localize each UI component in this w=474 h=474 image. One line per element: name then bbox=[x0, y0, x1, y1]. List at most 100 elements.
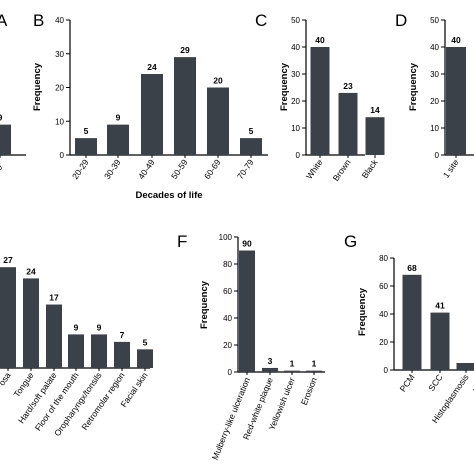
y-tick-label: 40 bbox=[223, 314, 232, 323]
y-axis-title: Frequency bbox=[199, 280, 210, 329]
panel-letter: B bbox=[33, 11, 44, 30]
y-tick-label: 10 bbox=[55, 117, 64, 126]
value-label: 9 bbox=[116, 113, 121, 123]
x-axis-title: Decades of life bbox=[135, 190, 202, 201]
category-label: 1 site bbox=[441, 157, 461, 180]
bar bbox=[207, 87, 229, 155]
bar bbox=[0, 124, 11, 155]
panel-letter: F bbox=[177, 232, 187, 251]
category-label: 40-49 bbox=[136, 157, 157, 181]
y-tick-label: 30 bbox=[430, 70, 439, 79]
bar bbox=[338, 92, 358, 155]
bar bbox=[23, 278, 39, 368]
bar bbox=[68, 334, 84, 368]
value-label: 1 bbox=[312, 359, 317, 369]
panel-c: C 0 10 20 30 40 50 40 White 23 Brown 14 Black Frequen… bbox=[255, 11, 385, 183]
bar bbox=[430, 312, 450, 370]
y-tick-label: 40 bbox=[379, 310, 388, 319]
y-tick-label: 50 bbox=[430, 16, 439, 25]
y-tick-label: 20 bbox=[55, 84, 64, 93]
y-tick-label: 0 bbox=[296, 151, 301, 160]
bar bbox=[310, 47, 330, 155]
value-label: 5 bbox=[143, 337, 148, 347]
bar bbox=[107, 124, 129, 155]
value-label: 1 bbox=[290, 359, 295, 369]
value-label: 14 bbox=[370, 105, 380, 115]
y-tick-label: 40 bbox=[430, 43, 439, 52]
value-label: 29 bbox=[180, 45, 190, 55]
category-label: Tongue bbox=[11, 370, 35, 399]
y-tick-label: 80 bbox=[379, 254, 388, 263]
bar bbox=[306, 370, 322, 372]
bar bbox=[174, 57, 196, 155]
panel-f: F 0 20 40 60 80 100 90 Mulberry-like ulceration 3… bbox=[177, 232, 325, 461]
panel-a: A 9 ale bbox=[0, 11, 26, 177]
y-tick-label: 60 bbox=[379, 282, 388, 291]
y-tick-label: 0 bbox=[384, 366, 389, 375]
y-tick-label: 50 bbox=[291, 16, 300, 25]
panel-letter: A bbox=[0, 11, 8, 30]
bar bbox=[284, 370, 300, 372]
y-axis-title: Frequency bbox=[279, 62, 290, 111]
bar bbox=[141, 74, 163, 155]
category-label: 20-29 bbox=[70, 157, 91, 181]
value-label: 23 bbox=[343, 81, 353, 91]
y-tick-label: 20 bbox=[430, 97, 439, 106]
panel-letter: D bbox=[395, 11, 407, 30]
category-label: Mulberry-like ulceration bbox=[210, 376, 252, 461]
bar bbox=[402, 274, 422, 370]
value-label: 7 bbox=[120, 330, 125, 340]
value-label: 5 bbox=[249, 126, 254, 136]
value-label: 40 bbox=[315, 35, 325, 45]
category-label: Black bbox=[360, 157, 381, 180]
category-label: Brown bbox=[331, 157, 353, 183]
value-label: 90 bbox=[242, 239, 252, 249]
bar bbox=[239, 250, 255, 372]
y-tick-label: 20 bbox=[223, 341, 232, 350]
category-label: 60-69 bbox=[202, 157, 223, 181]
y-tick-label: 0 bbox=[60, 151, 65, 160]
value-label: 9 bbox=[97, 322, 102, 332]
category-label: PCM bbox=[398, 372, 417, 393]
panel-d: D 0 10 20 30 40 50 40 1 site Frequency bbox=[395, 11, 474, 180]
bar bbox=[114, 341, 130, 368]
y-tick-label: 30 bbox=[55, 50, 64, 59]
category-label: 30-39 bbox=[102, 157, 123, 181]
y-tick-label: 10 bbox=[430, 124, 439, 133]
value-label: 24 bbox=[26, 266, 36, 276]
y-tick-label: 10 bbox=[291, 124, 300, 133]
bar bbox=[0, 267, 16, 368]
y-tick-label: 40 bbox=[291, 43, 300, 52]
y-tick-label: 20 bbox=[379, 338, 388, 347]
value-label: 5 bbox=[84, 126, 89, 136]
category-label: White bbox=[304, 157, 325, 181]
value-label: 20 bbox=[213, 76, 223, 86]
category-label: Erosion bbox=[299, 376, 319, 407]
y-axis-title: Frequency bbox=[32, 62, 43, 111]
panel-g: G02040608068PCM41SCCHistoplasmosis5Leish… bbox=[344, 232, 474, 425]
y-tick-label: 100 bbox=[219, 233, 233, 242]
value-label: 68 bbox=[407, 263, 417, 273]
value-label: 41 bbox=[435, 301, 445, 311]
bar bbox=[137, 349, 153, 368]
category-label: osa bbox=[0, 370, 13, 387]
panel-letter: G bbox=[344, 232, 357, 251]
y-tick-label: 0 bbox=[228, 368, 233, 377]
category-label: ale bbox=[0, 162, 5, 177]
value-label: 24 bbox=[147, 62, 157, 72]
y-tick-label: 0 bbox=[435, 151, 440, 160]
bar bbox=[262, 367, 278, 372]
y-tick-label: 30 bbox=[291, 70, 300, 79]
bar bbox=[91, 334, 107, 368]
bar bbox=[46, 304, 62, 368]
y-tick-label: 80 bbox=[223, 260, 232, 269]
bar bbox=[75, 138, 97, 155]
bar bbox=[446, 47, 466, 155]
bar bbox=[456, 363, 474, 370]
value-label: 27 bbox=[3, 255, 13, 265]
y-tick-label: 40 bbox=[55, 16, 64, 25]
value-label: 3 bbox=[268, 356, 273, 366]
panel-letter: C bbox=[255, 11, 267, 30]
